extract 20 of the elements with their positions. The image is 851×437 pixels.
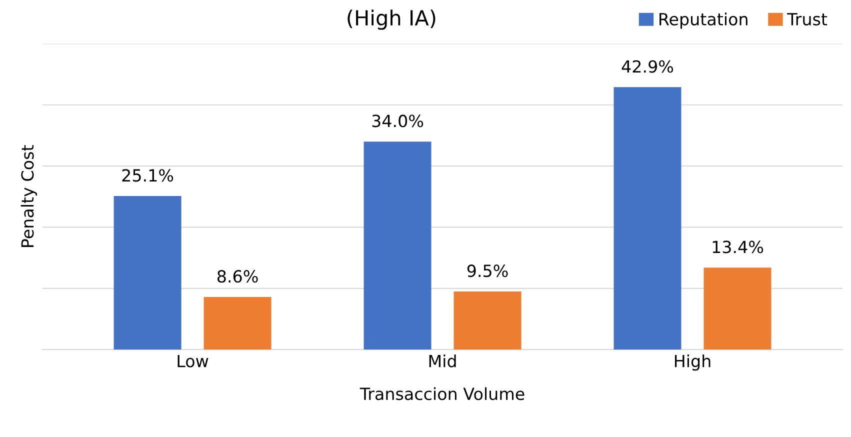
legend-label: Trust [787,13,828,26]
data-label: 42.9% [622,60,674,73]
data-label: 8.6% [217,270,258,283]
x-tick-label: Mid [429,354,456,368]
data-label: 25.1% [122,169,174,182]
data-label: 9.5% [467,264,508,278]
bar [204,296,272,350]
y-axis-title: Penalty Cost [20,145,37,247]
x-tick-label: High [674,354,710,371]
x-tick-label: Low [178,354,208,368]
bar [704,268,772,350]
data-label: 13.4% [712,240,764,254]
bar [454,291,522,350]
data-label: 34.0% [372,114,424,128]
bar [114,196,182,350]
bar [614,87,682,350]
chart-title: (High IA) [348,10,436,30]
x-axis-title: Transaccion Volume [360,387,524,400]
bar [364,142,432,350]
legend-label: Reputation [660,12,748,29]
